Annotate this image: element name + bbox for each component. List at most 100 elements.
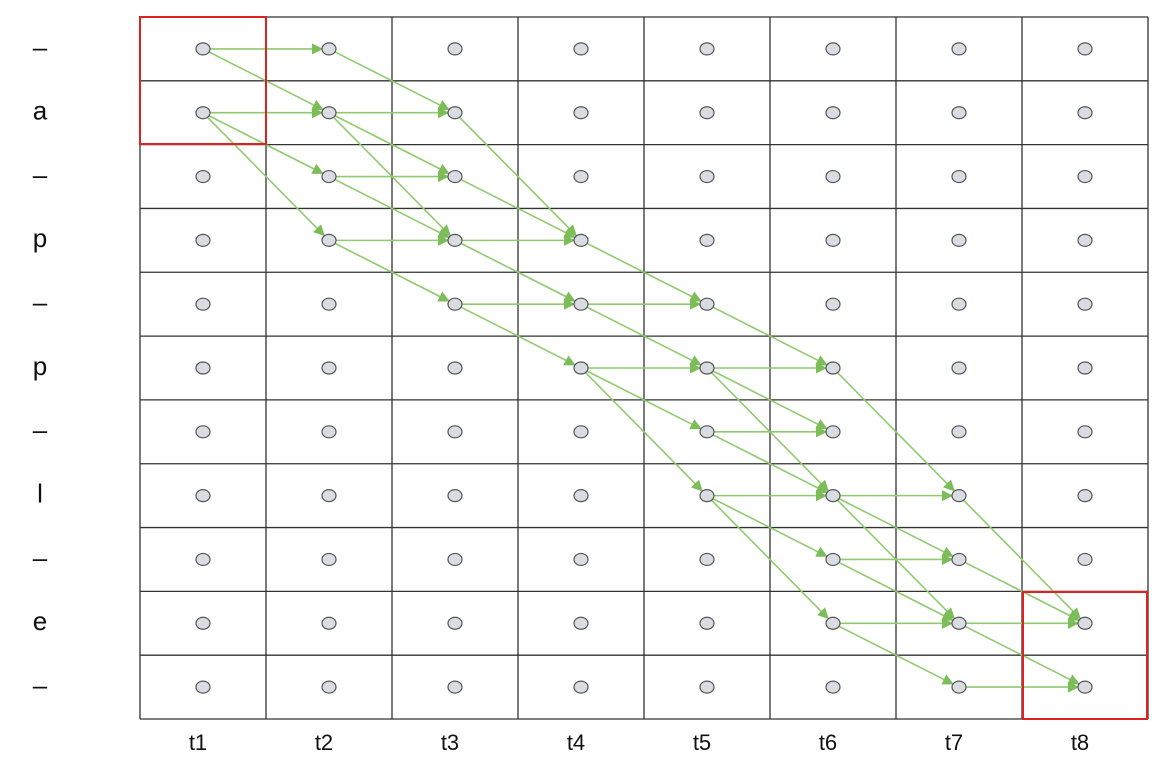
node: [825, 425, 841, 439]
node: [447, 106, 463, 120]
transition-arrow: [333, 178, 450, 238]
row-label: –: [33, 32, 48, 62]
transition-arrow: [459, 241, 576, 302]
transition-arrow: [459, 305, 576, 366]
node: [573, 106, 589, 120]
row-label: –: [33, 670, 48, 700]
node: [321, 361, 337, 375]
row-label: l: [37, 479, 43, 509]
node: [447, 233, 463, 247]
node: [825, 489, 841, 503]
node: [195, 42, 211, 56]
node: [699, 297, 715, 311]
row-label: a: [33, 96, 48, 126]
transition-arrow: [457, 115, 577, 237]
transition-arrow: [333, 241, 450, 302]
node: [447, 552, 463, 567]
node: [321, 233, 337, 247]
node: [699, 680, 715, 694]
node: [825, 680, 841, 694]
transition-arrow: [711, 305, 828, 366]
node: [321, 297, 337, 311]
transition-arrow: [333, 114, 450, 175]
node: [951, 297, 967, 311]
node: [447, 616, 463, 630]
transition-arrow: [711, 433, 828, 494]
transition-arrow: [585, 241, 702, 302]
node: [573, 616, 589, 630]
row-label: –: [33, 287, 48, 317]
node: [699, 425, 715, 439]
column-label: t2: [315, 730, 333, 755]
node: [573, 425, 589, 439]
node: [1077, 106, 1093, 120]
transition-arrow: [585, 369, 702, 430]
node: [1077, 425, 1093, 439]
node: [195, 489, 211, 503]
transition-arrow: [711, 497, 828, 558]
node: [1077, 616, 1093, 630]
row-label: p: [33, 223, 47, 253]
node: [321, 489, 337, 503]
node: [573, 489, 589, 503]
node: [195, 169, 211, 184]
node: [321, 106, 337, 120]
node: [699, 552, 715, 567]
node: [1077, 169, 1093, 184]
node: [195, 425, 211, 439]
transition-arrow: [711, 369, 828, 430]
node: [951, 106, 967, 120]
node: [825, 42, 841, 56]
node: [321, 169, 337, 184]
node: [573, 680, 589, 694]
node: [951, 680, 967, 694]
node: [699, 616, 715, 630]
transition-arrow: [837, 561, 954, 621]
row-label: e: [33, 606, 47, 636]
transition-arrow: [837, 624, 954, 685]
transition-arrow: [583, 370, 703, 492]
node: [447, 425, 463, 439]
node: [321, 552, 337, 567]
node: [825, 552, 841, 567]
node: [825, 361, 841, 375]
transition-arrow: [333, 50, 450, 111]
transition-arrow: [837, 497, 954, 558]
node: [573, 297, 589, 311]
node: [447, 489, 463, 503]
node: [699, 233, 715, 247]
node: [321, 42, 337, 56]
node: [447, 297, 463, 311]
row-label: –: [33, 159, 48, 189]
transition-arrow: [585, 305, 702, 366]
node: [321, 425, 337, 439]
node: [951, 361, 967, 375]
transition-arrow: [963, 561, 1080, 621]
node: [447, 680, 463, 694]
column-label: t8: [1071, 730, 1089, 755]
node: [951, 425, 967, 439]
transition-arrow: [963, 624, 1080, 685]
node: [951, 616, 967, 630]
transition-arrow: [835, 370, 955, 492]
node: [195, 680, 211, 694]
transition-arrow: [961, 498, 1081, 620]
node: [1077, 552, 1093, 567]
node: [195, 361, 211, 375]
node: [951, 552, 967, 567]
labels: – a – p – p – l – e – t1 t2 t3 t4 t5 t6 t7 t8: [33, 32, 1089, 755]
transition-arrow: [459, 178, 576, 238]
node: [699, 169, 715, 184]
column-label: t1: [189, 730, 207, 755]
node: [699, 361, 715, 375]
node: [699, 106, 715, 120]
node: [825, 297, 841, 311]
node: [1077, 361, 1093, 375]
node: [195, 616, 211, 630]
row-label: –: [33, 542, 48, 572]
end-box: [1022, 591, 1148, 720]
node: [951, 42, 967, 56]
node: [195, 106, 211, 120]
node: [321, 616, 337, 630]
node: [447, 42, 463, 56]
